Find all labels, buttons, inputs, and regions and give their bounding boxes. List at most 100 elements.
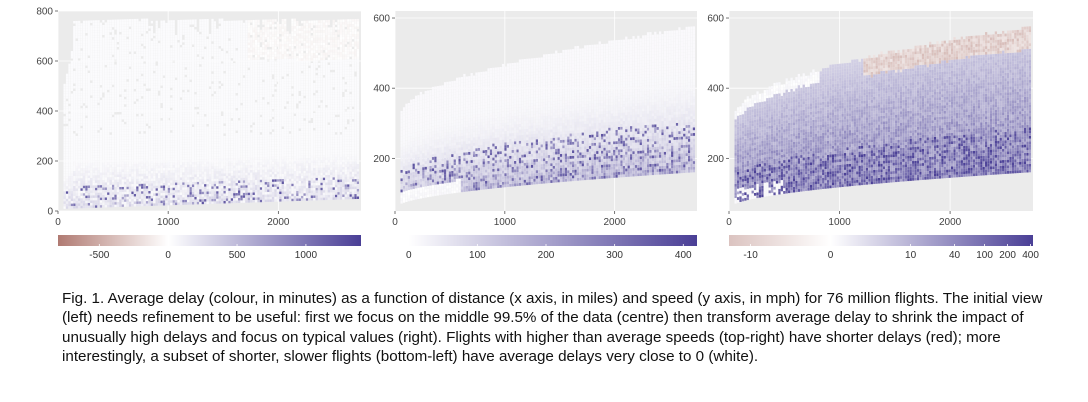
heatmap-cell	[179, 179, 183, 183]
heatmap-cell	[160, 198, 163, 201]
heatmap-cell	[148, 185, 151, 189]
heatmap-cell	[230, 190, 233, 194]
heatmap-cell	[230, 110, 233, 114]
heatmap-cell	[182, 29, 185, 33]
heatmap-cell	[191, 31, 195, 35]
heatmap-cell	[191, 141, 195, 145]
heatmap-cell	[141, 118, 144, 122]
heatmap-cell	[201, 181, 204, 185]
heatmap-cell	[138, 183, 141, 187]
heatmap-cell	[206, 49, 209, 52]
heatmap-cell	[70, 148, 74, 152]
heatmap-cell	[87, 110, 90, 113]
heatmap-cell	[126, 44, 129, 47]
heatmap-cell	[194, 56, 197, 60]
heatmap-cell	[116, 84, 120, 88]
heatmap-cell	[223, 90, 226, 94]
heatmap-cell	[80, 103, 83, 106]
heatmap-cell	[65, 121, 69, 124]
heatmap-cell	[158, 80, 161, 84]
heatmap-cell	[87, 88, 90, 91]
heatmap-cell	[143, 43, 146, 47]
heatmap-cell	[208, 198, 212, 202]
heatmap-cell	[97, 100, 100, 103]
heatmap-cell	[116, 62, 120, 65]
heatmap-cell	[138, 178, 141, 182]
heatmap-cell	[133, 33, 137, 37]
heatmap-cell	[111, 97, 115, 100]
heatmap-cell	[116, 132, 120, 135]
heatmap-cell	[175, 82, 178, 86]
heatmap-cell	[216, 36, 219, 39]
heatmap-cell	[114, 127, 117, 130]
heatmap-cell	[208, 158, 212, 162]
heatmap-cell	[68, 193, 71, 197]
heatmap-cell	[160, 165, 163, 169]
heatmap-cell	[102, 165, 105, 168]
heatmap-cell	[208, 56, 212, 59]
heatmap-cell	[111, 32, 115, 35]
heatmap-cell	[90, 145, 93, 148]
heatmap-cell	[201, 164, 204, 167]
heatmap-cell	[228, 120, 231, 124]
heatmap-cell	[182, 149, 185, 153]
heatmap-cell	[216, 151, 219, 154]
heatmap-cell	[201, 104, 204, 107]
heatmap-cell	[208, 188, 212, 192]
heatmap-cell	[194, 54, 197, 57]
heatmap-cell	[138, 188, 141, 192]
heatmap-cell	[131, 26, 134, 30]
heatmap-cell	[196, 136, 200, 140]
heatmap-cell	[228, 130, 231, 134]
heatmap-cell	[206, 149, 209, 152]
heatmap-cell	[78, 183, 81, 186]
heatmap-cell	[153, 68, 156, 71]
heatmap-cell	[221, 156, 224, 159]
heatmap-cell	[90, 127, 93, 131]
heatmap-cell	[194, 181, 197, 185]
heatmap-cell	[206, 191, 209, 195]
heatmap-cell	[148, 93, 151, 96]
heatmap-cell	[196, 149, 200, 152]
heatmap-cell	[204, 119, 207, 122]
heatmap-cell	[97, 85, 100, 88]
heatmap-cell	[196, 134, 200, 137]
heatmap-cell	[92, 135, 95, 138]
heatmap-cell	[201, 119, 204, 122]
heatmap-cell	[211, 168, 214, 172]
heatmap-cell	[99, 197, 103, 201]
heatmap-cell	[233, 100, 236, 104]
heatmap-cell	[165, 70, 168, 73]
heatmap-cell	[104, 22, 107, 25]
heatmap-cell	[177, 114, 180, 118]
heatmap-cell	[104, 202, 107, 205]
heatmap-cell	[70, 53, 74, 57]
heatmap-cell	[182, 84, 185, 88]
heatmap-cell	[109, 92, 112, 95]
heatmap-cell	[167, 67, 170, 71]
heatmap-cell	[187, 132, 190, 135]
heatmap-cell	[158, 113, 161, 116]
heatmap-cell	[78, 120, 81, 124]
heatmap-cell	[199, 154, 202, 157]
heatmap-cell	[189, 19, 192, 23]
heatmap-cell	[167, 115, 170, 118]
heatmap-cell	[172, 35, 175, 38]
heatmap-cell	[233, 80, 236, 84]
heatmap-cell	[233, 178, 236, 181]
heatmap-cell	[65, 203, 69, 207]
heatmap-cell	[145, 113, 149, 117]
heatmap-cell	[221, 191, 224, 194]
heatmap-cell	[136, 193, 139, 197]
heatmap-cell	[133, 191, 137, 194]
heatmap-cell	[150, 170, 153, 174]
heatmap-cell	[126, 49, 129, 52]
heatmap-cell	[177, 169, 180, 173]
heatmap-cell	[167, 35, 170, 38]
heatmap-cell	[78, 143, 81, 146]
heatmap-cell	[196, 194, 200, 197]
heatmap-cell	[128, 96, 132, 100]
heatmap-cell	[92, 185, 95, 188]
heatmap-cell	[107, 109, 110, 113]
heatmap-cell	[82, 93, 86, 96]
